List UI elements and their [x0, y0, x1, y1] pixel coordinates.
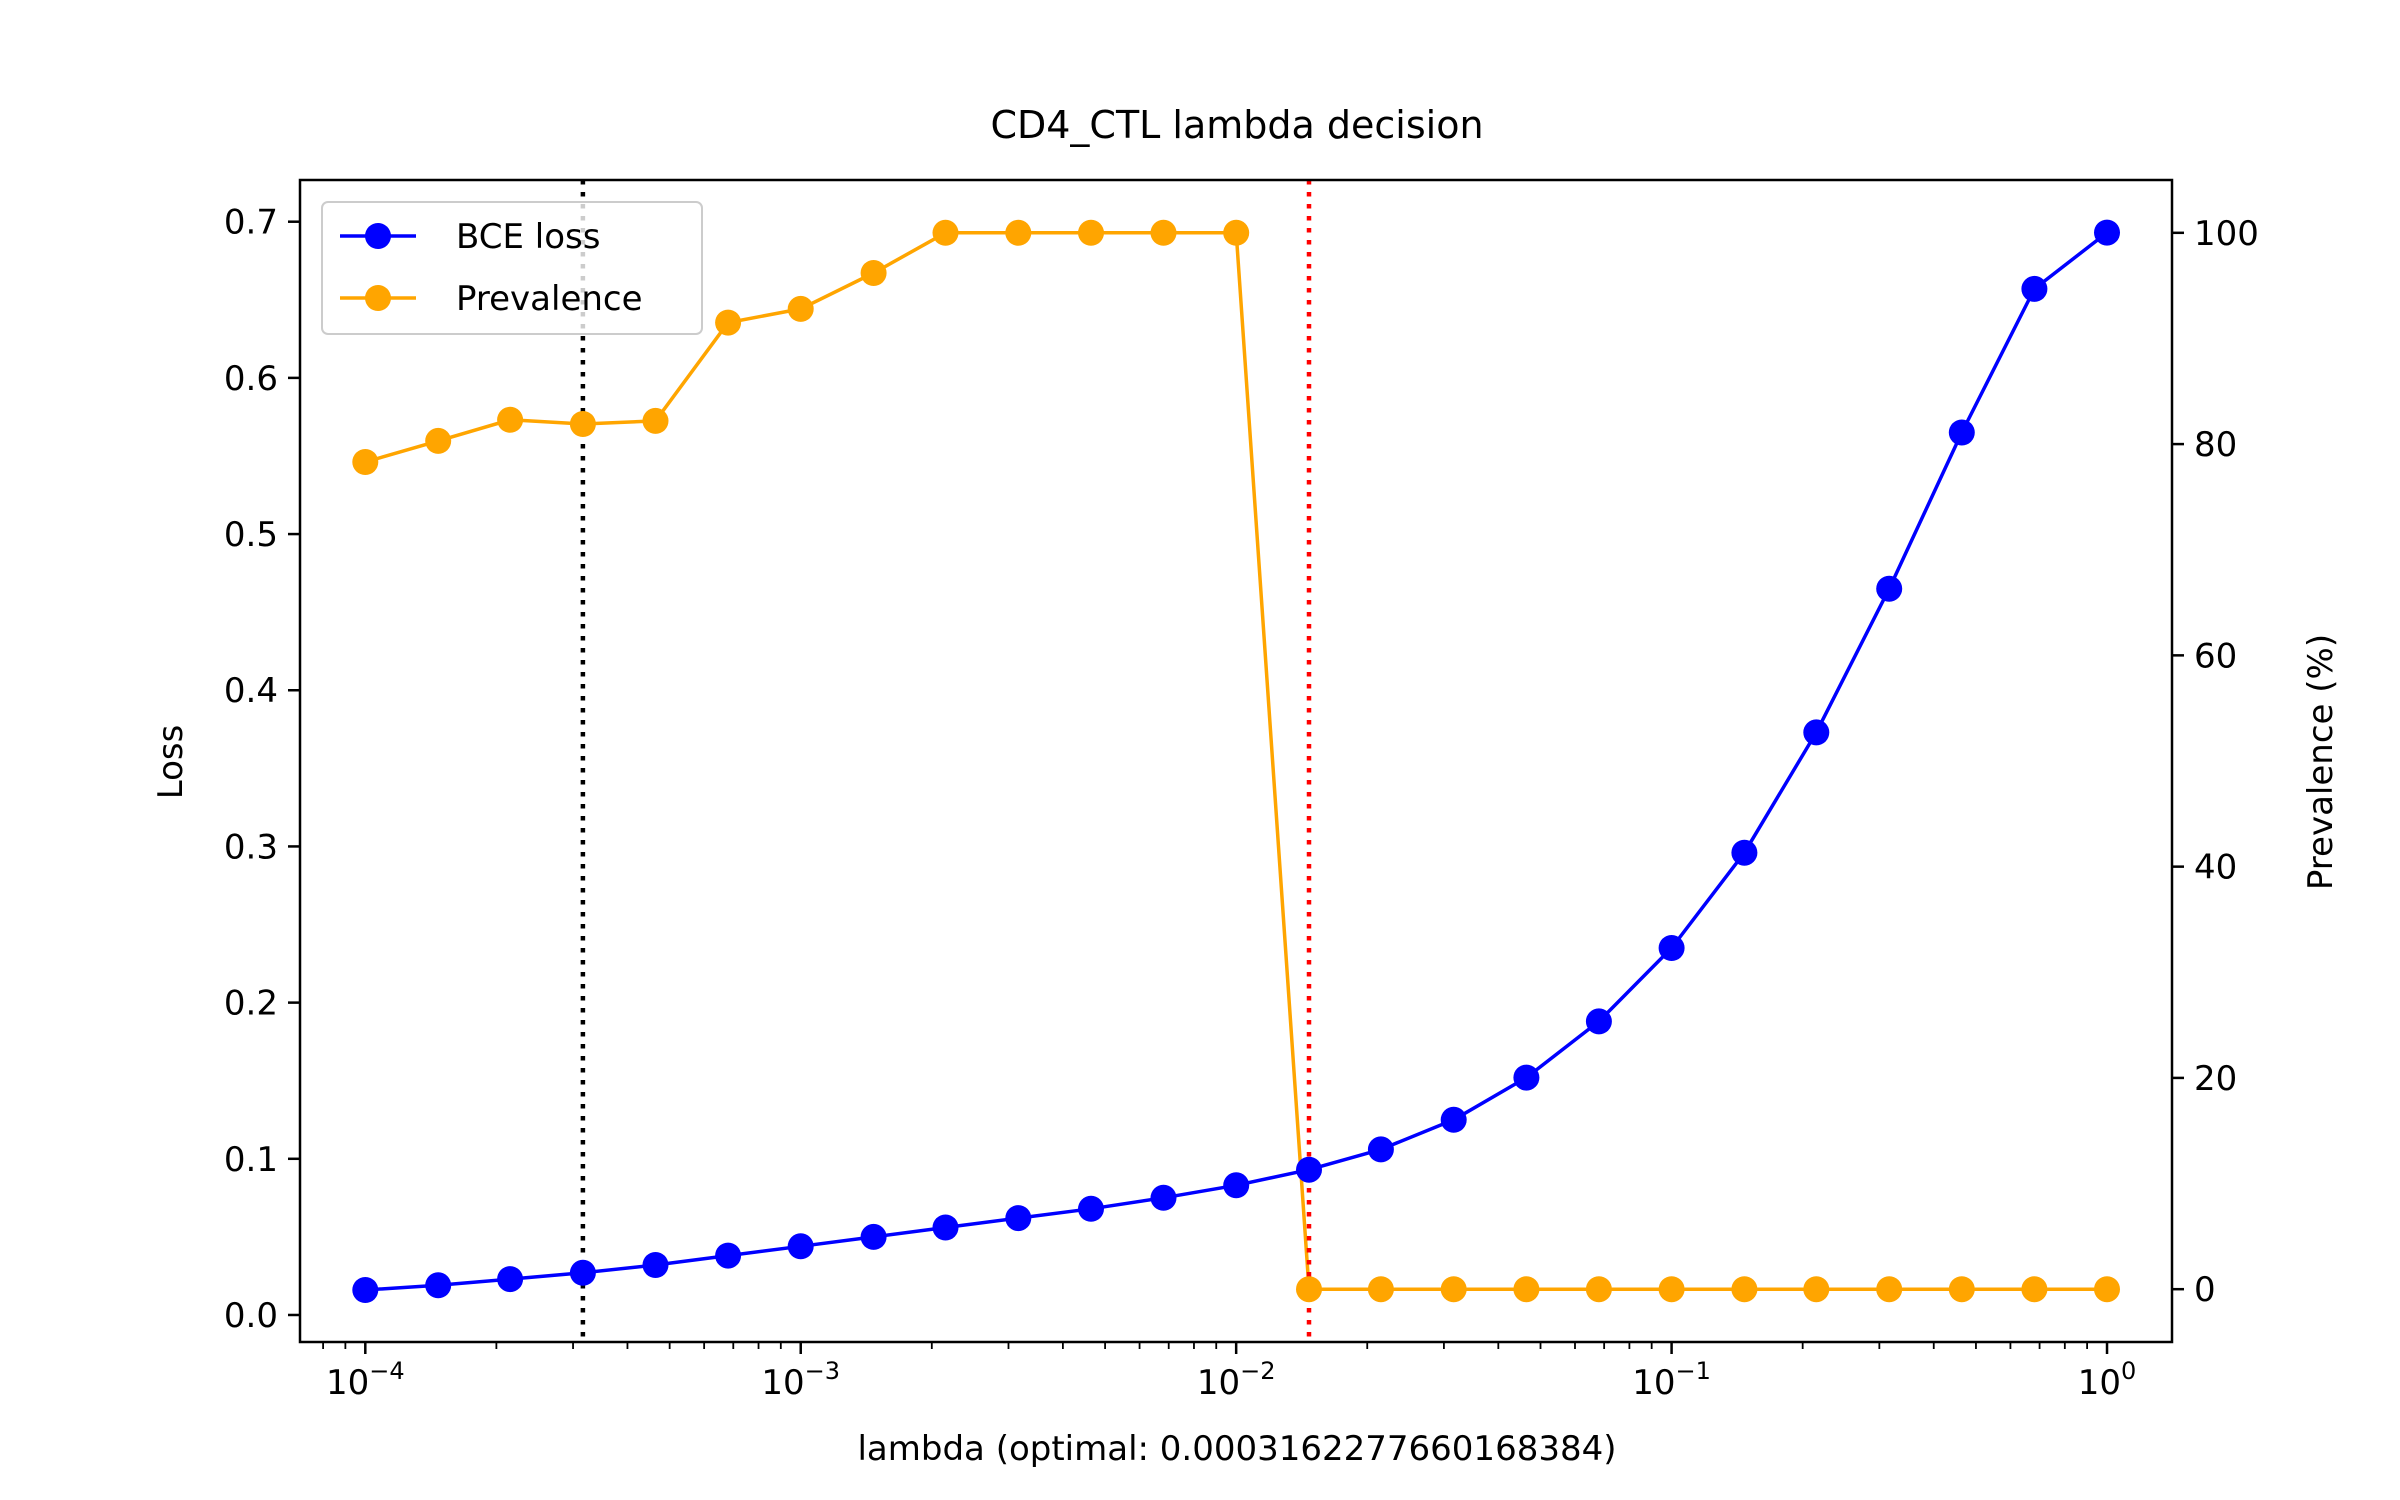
- point-bce-loss: [1513, 1064, 1540, 1091]
- y-axis-right: 0 20 40 60 80 100: [2172, 214, 2259, 1310]
- point-bce-loss: [1440, 1106, 1467, 1133]
- point-prevalence: [1731, 1276, 1758, 1303]
- point-prevalence: [1948, 1276, 1975, 1303]
- point-prevalence: [569, 411, 596, 437]
- point-prevalence: [787, 295, 814, 322]
- point-prevalence: [425, 427, 452, 454]
- x-tick-label: 10−2: [1197, 1357, 1276, 1403]
- point-bce-loss: [2021, 275, 2048, 302]
- y-tick-label: 0.4: [224, 671, 278, 711]
- point-bce-loss: [2094, 219, 2120, 246]
- point-bce-loss: [860, 1223, 887, 1250]
- chart-title: CD4_CTL lambda decision: [990, 103, 1483, 147]
- point-prevalence: [1803, 1276, 1830, 1303]
- point-prevalence: [2094, 1276, 2120, 1303]
- series-line-prevalence: [364, 231, 2107, 1291]
- y-tick-label: 0.7: [224, 203, 278, 243]
- y-tick-label: 0.1: [224, 1140, 278, 1180]
- y-tick-label: 0.0: [224, 1296, 278, 1336]
- point-prevalence: [1367, 1276, 1394, 1303]
- y-axis-left: 0.0 0.1 0.2 0.3 0.4 0.5 0.6 0.7: [224, 203, 300, 1336]
- point-bce-loss: [1296, 1156, 1322, 1183]
- point-bce-loss: [1658, 935, 1685, 961]
- point-bce-loss: [1005, 1205, 1032, 1232]
- legend: BCE loss Prevalence: [321, 201, 703, 335]
- point-bce-loss: [1367, 1136, 1394, 1163]
- point-prevalence: [2021, 1276, 2048, 1303]
- y2-tick-label: 80: [2194, 425, 2237, 465]
- x-tick-label: 10−3: [761, 1357, 840, 1403]
- point-bce-loss: [497, 1266, 524, 1293]
- x-tick-label: 100: [2078, 1357, 2137, 1403]
- y2-tick-label: 100: [2194, 214, 2259, 254]
- point-bce-loss: [1078, 1195, 1104, 1222]
- point-bce-loss: [352, 1277, 379, 1303]
- point-bce-loss: [1223, 1172, 1250, 1199]
- point-prevalence: [1296, 1276, 1322, 1303]
- y2-tick-label: 20: [2194, 1059, 2237, 1099]
- point-prevalence: [715, 309, 742, 336]
- x-axis: 10−4 10−3 10−2 10−1 100: [322, 1342, 2137, 1403]
- series-line-bce-loss: [365, 231, 2109, 1292]
- legend-label-prevalence: Prevalence: [456, 279, 643, 319]
- point-bce-loss: [715, 1242, 742, 1269]
- point-bce-loss: [1731, 839, 1758, 866]
- series-points: [352, 219, 2120, 1303]
- point-bce-loss: [569, 1259, 596, 1286]
- point-bce-loss: [1803, 719, 1830, 746]
- point-prevalence: [1223, 219, 1250, 246]
- y-tick-label: 0.6: [224, 359, 278, 399]
- y2-tick-label: 40: [2194, 848, 2237, 888]
- legend-box: [321, 201, 703, 335]
- legend-marker-prevalence: [365, 285, 391, 311]
- y2-tick-label: 0: [2194, 1270, 2216, 1310]
- y-axis-label-right: Prevalence (%): [2301, 634, 2341, 890]
- point-prevalence: [497, 406, 524, 433]
- point-prevalence: [1585, 1276, 1612, 1303]
- y-tick-label: 0.2: [224, 984, 278, 1024]
- point-prevalence: [1440, 1276, 1467, 1303]
- point-bce-loss: [1150, 1184, 1177, 1211]
- point-bce-loss: [787, 1233, 814, 1260]
- point-bce-loss: [1585, 1008, 1612, 1035]
- point-prevalence: [1513, 1276, 1540, 1303]
- point-prevalence: [1005, 219, 1032, 246]
- point-prevalence: [642, 407, 669, 434]
- point-prevalence: [1078, 219, 1104, 246]
- point-prevalence: [1150, 219, 1177, 246]
- legend-label-bce-loss: BCE loss: [456, 217, 600, 257]
- reference-lines: [580, 180, 1312, 1342]
- point-bce-loss: [642, 1252, 669, 1278]
- series-lines: [364, 231, 2109, 1292]
- point-prevalence: [352, 449, 379, 475]
- x-tick-label: 10−4: [326, 1357, 405, 1403]
- point-bce-loss: [425, 1272, 452, 1299]
- legend-marker-bce-loss: [365, 223, 391, 249]
- point-prevalence: [1658, 1276, 1685, 1303]
- point-bce-loss: [1948, 419, 1975, 446]
- point-prevalence: [1876, 1276, 1903, 1303]
- x-tick-label: 10−1: [1632, 1357, 1711, 1403]
- y-tick-label: 0.5: [224, 515, 278, 555]
- point-prevalence: [932, 219, 959, 246]
- y-axis-label-left: Loss: [151, 725, 191, 800]
- y-tick-label: 0.3: [224, 827, 278, 867]
- point-bce-loss: [932, 1214, 959, 1241]
- point-prevalence: [860, 260, 887, 286]
- y2-tick-label: 60: [2194, 636, 2237, 676]
- x-axis-label: lambda (optimal: 0.0003162277660168384): [857, 1429, 1616, 1469]
- point-bce-loss: [1876, 575, 1903, 602]
